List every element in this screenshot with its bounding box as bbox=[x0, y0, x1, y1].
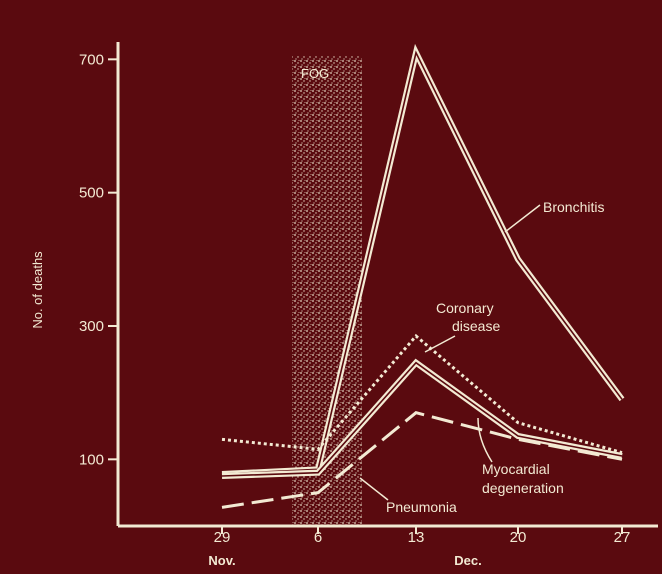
leader-lines bbox=[359, 204, 541, 501]
series-label-coronary-line2: disease bbox=[452, 318, 500, 334]
x-tick-label-13: 13 bbox=[408, 529, 425, 546]
series-line-myocardial-degeneration-outer bbox=[221, 358, 623, 479]
series-pneumonia bbox=[221, 411, 623, 509]
y-tick-label-100: 100 bbox=[79, 451, 104, 468]
x-group-label-dec: Dec. bbox=[454, 553, 481, 568]
series-label-pneumonia: Pneumonia bbox=[386, 499, 457, 515]
series-layer bbox=[221, 43, 625, 509]
x-tick-label-29: 29 bbox=[214, 529, 231, 546]
series-label-coronary-line1: Coronary bbox=[436, 300, 494, 316]
x-tick-label-20: 20 bbox=[510, 529, 527, 546]
series-bronchitis bbox=[221, 43, 625, 477]
series-line-bronchitis-inner bbox=[221, 50, 623, 475]
series-myocardial-degeneration bbox=[221, 358, 623, 479]
series-label-myocardial-line2: degeneration bbox=[482, 480, 564, 496]
y-tick-label-500: 500 bbox=[79, 185, 104, 202]
series-line-coronary-disease bbox=[221, 333, 623, 455]
leader-pneumonia bbox=[359, 477, 389, 501]
x-tick-label-27: 27 bbox=[614, 529, 631, 546]
series-line-bronchitis-outer bbox=[221, 43, 625, 477]
leader-myocardial bbox=[477, 417, 493, 463]
series-line-myocardial-degeneration-inner bbox=[221, 361, 623, 477]
y-ticks: 100 300 500 700 bbox=[79, 51, 118, 468]
x-tick-label-6: 6 bbox=[314, 529, 322, 546]
fog-band bbox=[292, 56, 362, 526]
series-labels: Bronchitis Coronary disease Myocardial d… bbox=[386, 199, 604, 515]
series-label-bronchitis: Bronchitis bbox=[543, 199, 604, 215]
leader-bronchitis bbox=[504, 204, 541, 233]
y-tick-label-300: 300 bbox=[79, 318, 104, 335]
series-line-pneumonia bbox=[221, 411, 623, 509]
y-axis-title: No. of deaths bbox=[30, 251, 45, 329]
fog-label: FOG bbox=[301, 66, 329, 81]
leader-coronary bbox=[424, 335, 456, 353]
series-coronary-disease bbox=[221, 333, 623, 455]
series-label-myocardial-line1: Myocardial bbox=[482, 461, 550, 477]
x-group-label-nov: Nov. bbox=[208, 553, 235, 568]
y-tick-label-700: 700 bbox=[79, 51, 104, 68]
x-ticks: 29 6 13 20 27 bbox=[214, 526, 631, 546]
